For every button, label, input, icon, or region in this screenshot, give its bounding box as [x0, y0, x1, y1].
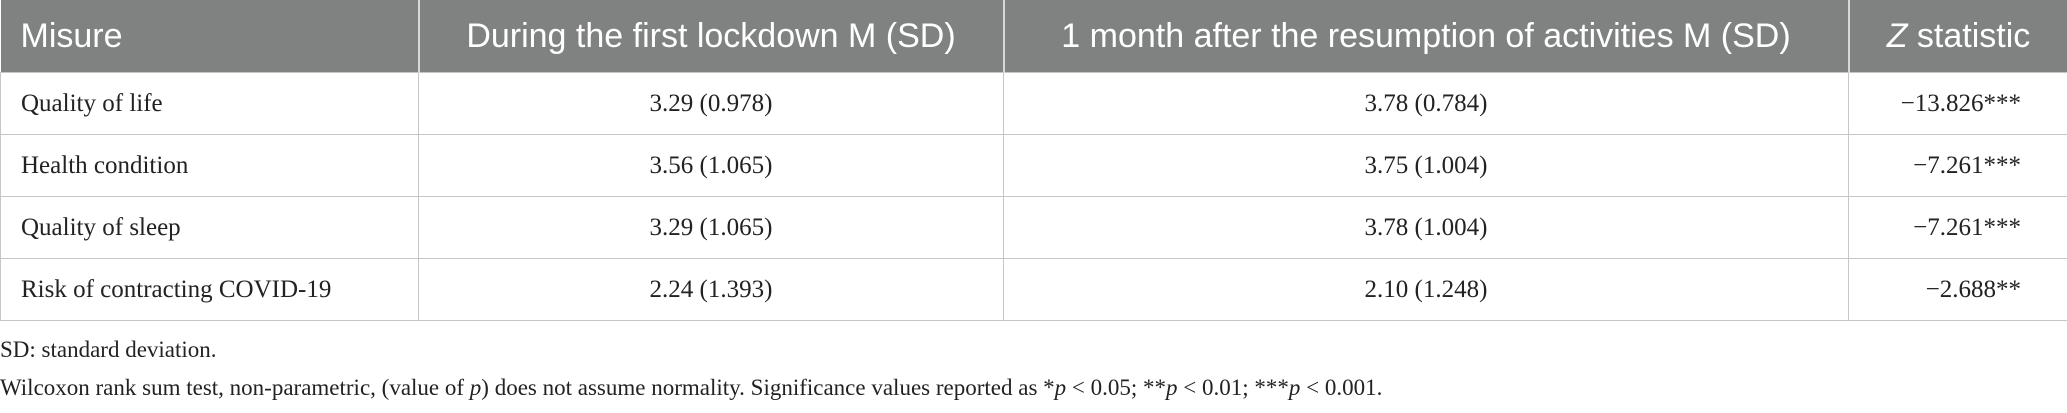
table-cell: −7.261***: [1848, 196, 2067, 259]
table-row: Quality of sleep 3.29 (1.065) 3.78 (1.004)…: [0, 196, 2067, 259]
header-cell: Z statistic: [1847, 0, 2067, 73]
table-cell: 3.78 (0.784): [1003, 72, 1849, 135]
header-cell: During the first lockdown M (SD): [417, 0, 1004, 73]
table-cell: −2.688**: [1848, 258, 2067, 321]
table-body: Quality of life 3.29 (0.978) 3.78 (0.784) −…: [0, 72, 2067, 321]
table-cell: 2.10 (1.248): [1003, 258, 1849, 321]
note: SD: standard deviation.: [0, 337, 217, 362]
note-text: < 0.001.: [1300, 375, 1383, 400]
table-cell: −7.261***: [1848, 134, 2067, 197]
table-cell: Quality of life: [0, 72, 419, 135]
note-text: ) does not assume normality. Significanc…: [481, 375, 1055, 400]
table-row: Health condition 3.56 (1.065) 3.75 (1.004)…: [0, 134, 2067, 197]
note-text: Wilcoxon rank sum test, non-parametric, …: [0, 375, 470, 400]
note-text: p: [469, 375, 482, 400]
notes: SD: standard deviation. Wilcoxon rank su…: [0, 321, 2067, 407]
note: Wilcoxon rank sum test, non-parametric, …: [0, 369, 2067, 407]
table-cell: Risk of contracting COVID-19: [0, 258, 419, 321]
table-cell: Quality of sleep: [0, 196, 419, 259]
note-text: < 0.05; **: [1066, 375, 1167, 400]
header-cell: Misure: [0, 0, 419, 73]
table-cell: Health condition: [0, 134, 419, 197]
table-cell: 2.24 (1.393): [418, 258, 1004, 321]
table-cell: 3.29 (1.065): [418, 196, 1004, 259]
table-cell: 3.78 (1.004): [1003, 196, 1849, 259]
header-row: Misure During the first lockdown M (SD) 1 …: [0, 0, 2067, 73]
table-cell: 3.56 (1.065): [418, 134, 1004, 197]
table-cell: 3.75 (1.004): [1003, 134, 1849, 197]
note-text: < 0.01; ***: [1177, 375, 1289, 400]
table-cell: −13.826***: [1848, 72, 2067, 135]
table-row: Quality of life 3.29 (0.978) 3.78 (0.784) −…: [0, 72, 2067, 135]
table-cell: 3.29 (0.978): [418, 72, 1004, 135]
header-cell: 1 month after the resumption of activiti…: [1002, 0, 1849, 73]
note-text: p: [1054, 375, 1067, 400]
note-text: p: [1288, 375, 1301, 400]
table-row: Risk of contracting COVID-19 2.24 (1.393)…: [0, 258, 2067, 321]
data-table: Misure During the first lockdown M (SD) 1 …: [0, 0, 2067, 321]
note-text: p: [1166, 375, 1178, 400]
